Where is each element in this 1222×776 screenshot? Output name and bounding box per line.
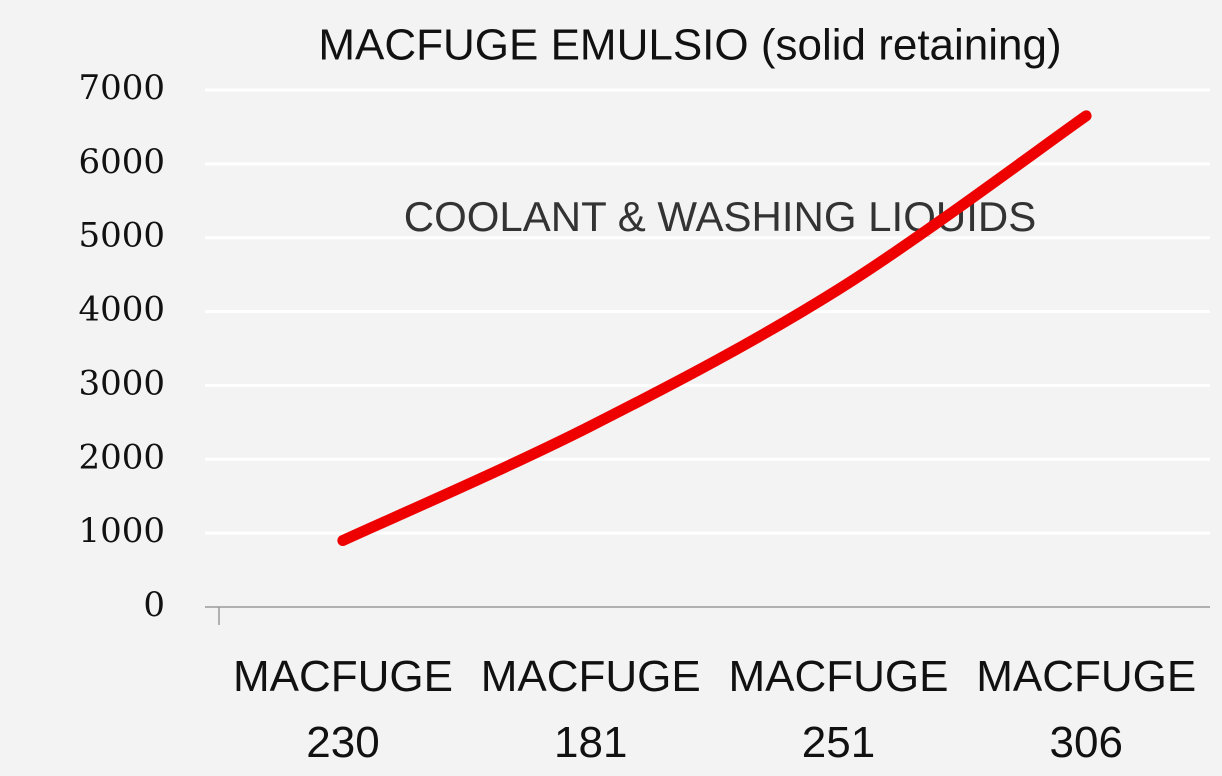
x-tick-label: MACFUGE 181 — [480, 652, 701, 767]
line — [337, 110, 1092, 547]
y-tick-label: 7000 — [78, 68, 165, 108]
x-tick-label: MACFUGE 306 — [976, 652, 1197, 767]
y-tick-label: 6000 — [78, 142, 165, 182]
y-tick-label: 4000 — [78, 290, 165, 330]
y-tick-label: 1000 — [78, 511, 165, 551]
y-tick-label: 2000 — [78, 437, 165, 477]
y-tick-label: 3000 — [78, 363, 165, 403]
y-tick-label: 0 — [143, 585, 165, 625]
x-tick-label: MACFUGE 230 — [233, 652, 453, 767]
chart-title: MACFUGE EMULSIO (solid retaining) — [318, 21, 1061, 70]
y-tick-label: 5000 — [78, 216, 165, 256]
x-tick-label: MACFUGE 251 — [728, 652, 949, 767]
